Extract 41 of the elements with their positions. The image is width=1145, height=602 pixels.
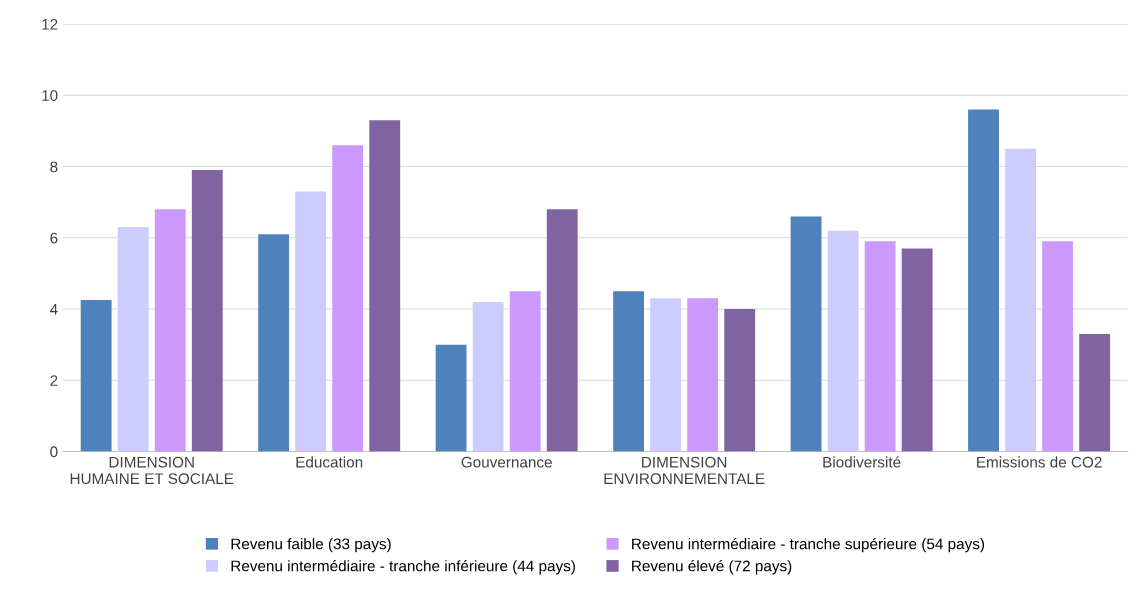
bar	[650, 298, 682, 452]
bar	[332, 145, 364, 452]
bar	[901, 248, 933, 452]
legend-label: Revenu élevé (72 pays)	[632, 559, 792, 575]
bar	[790, 216, 822, 452]
bar	[1079, 333, 1111, 452]
bar	[613, 291, 645, 452]
bar	[258, 234, 290, 452]
legend-label: Revenu faible (33 pays)	[231, 538, 391, 553]
y-tick-label: 0	[50, 446, 58, 458]
bar	[1042, 241, 1074, 452]
x-tick-label: Education	[296, 456, 363, 468]
y-tick-label: 4	[49, 304, 58, 315]
bar	[117, 227, 149, 452]
bar	[864, 241, 896, 452]
bar	[472, 301, 504, 452]
bar	[80, 300, 112, 452]
y-tick-label: 6	[50, 232, 58, 244]
x-tick-label: Emissions de CO2	[977, 456, 1102, 468]
y-tick-label: 12	[42, 18, 58, 30]
y-tick-label: 8	[50, 161, 58, 173]
legend-label: Revenu intermédiaire - tranche inférieure (44 pays)	[231, 559, 575, 575]
y-tick-label: 2	[50, 375, 58, 386]
bar	[827, 230, 859, 452]
bar	[968, 109, 999, 452]
x-tick-label: Gouvernance	[461, 456, 552, 468]
bar	[509, 291, 541, 452]
bar	[191, 170, 223, 452]
bar	[687, 298, 719, 452]
bar	[1005, 148, 1036, 452]
bar	[724, 309, 756, 452]
x-tick-label: DIMENSION ENVIRONNEMENTALE	[604, 456, 765, 485]
legend-label: Revenu intermédiaire - tranche supérieure (54 pays)	[632, 537, 985, 553]
y-tick-label: 10	[42, 90, 58, 101]
bar	[295, 191, 327, 452]
x-tick-label: DIMENSION HUMAINE ET SOCIALE	[70, 456, 234, 485]
bar	[435, 344, 467, 452]
bar	[154, 209, 186, 452]
x-tick-label: Biodiversité	[823, 456, 901, 468]
bar	[369, 120, 401, 452]
bar	[546, 209, 578, 452]
